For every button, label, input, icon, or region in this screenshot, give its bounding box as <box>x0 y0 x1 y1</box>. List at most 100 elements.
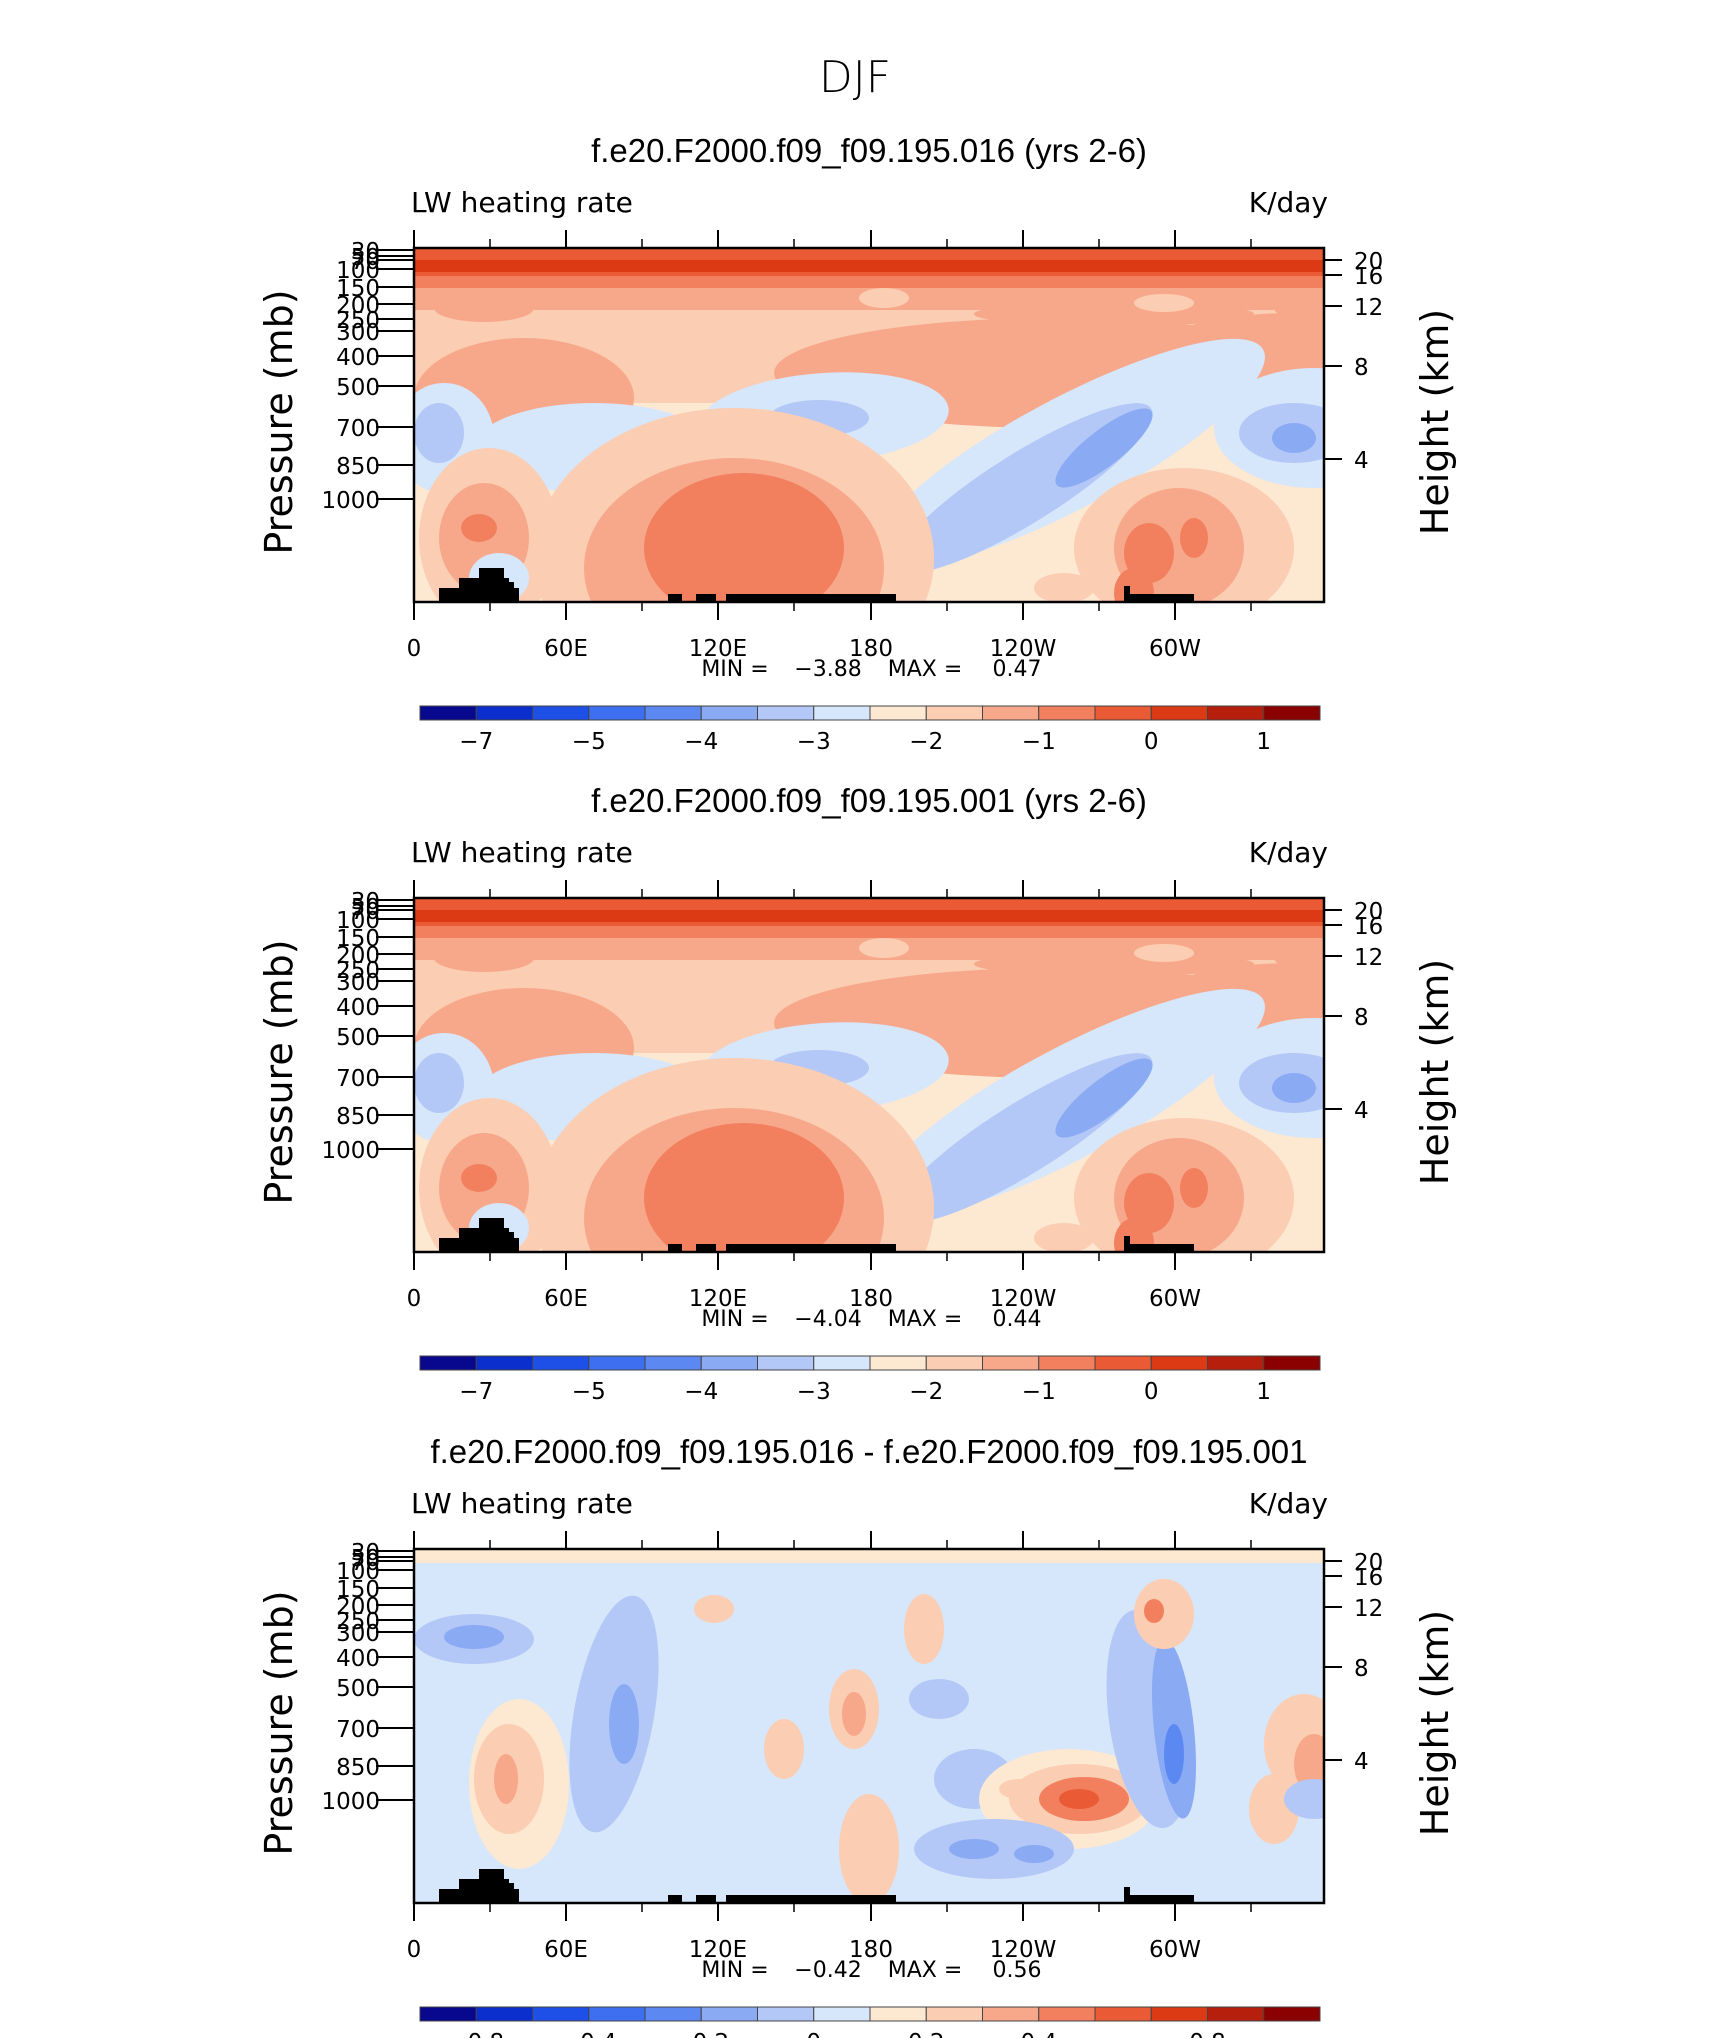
y-tick-label: 250 <box>336 308 380 334</box>
colorbar-swatch <box>700 2006 758 2022</box>
y-tick-label: 400 <box>336 1646 380 1672</box>
colorbar-label: 1 <box>1256 1379 1271 1405</box>
x-tick-label: 180 <box>849 636 893 662</box>
panel-title: f.e20.F2000.f09_f09.195.016 (yrs 2-6) <box>591 132 1147 169</box>
colorbar-swatch <box>982 1355 1040 1371</box>
colorbar-swatch <box>869 705 927 721</box>
colorbar-swatch <box>813 1355 871 1371</box>
x-axis: 0 60E 120E 180 120W 60W <box>407 230 1252 662</box>
colorbar-swatch <box>644 1355 702 1371</box>
height-tick-label: 12 <box>1354 295 1383 321</box>
terrain <box>439 1218 1194 1252</box>
y-tick-label: 100 <box>336 1559 380 1585</box>
colorbar-swatch <box>1094 705 1152 721</box>
x-tick-label: 120W <box>990 1286 1057 1312</box>
plot-frame <box>412 246 1326 604</box>
y-tick-label: 200 <box>336 943 380 969</box>
y-tick-label: 100 <box>336 258 380 284</box>
y-tick-label: 250 <box>336 958 380 984</box>
y-axis-right-label: Height (km) <box>1413 309 1457 535</box>
colorbar-swatch <box>925 1355 983 1371</box>
colorbar-label: 0.2 <box>908 2030 945 2038</box>
colorbar-swatch <box>1263 1355 1321 1371</box>
y-tick-label: 300 <box>336 1621 380 1647</box>
colorbar-label: −3 <box>797 729 831 755</box>
y-tick-label: 1000 <box>321 1138 380 1164</box>
min-value: −3.88 <box>794 657 861 682</box>
y-tick-label: 100 <box>336 908 380 934</box>
y-tick-label: 50 <box>351 245 380 271</box>
colorbar-swatch <box>588 1355 646 1371</box>
units-label: K/day <box>1249 836 1328 869</box>
x-tick-label: 180 <box>849 1937 893 1963</box>
colorbar-swatch <box>1263 2006 1321 2022</box>
colorbar-label: 1 <box>1256 729 1271 755</box>
y-tick-label: 700 <box>336 1066 380 1092</box>
colorbar-label: −5 <box>572 729 606 755</box>
colorbar-swatch <box>925 2006 983 2022</box>
colorbar-swatch <box>1150 705 1208 721</box>
colorbar-label: −4 <box>684 729 718 755</box>
colorbar-swatch <box>757 1355 815 1371</box>
x-tick-label: 120E <box>689 636 747 662</box>
variable-label: LW heating rate <box>411 836 633 869</box>
y-axis-label: Pressure (mb) <box>257 1590 301 1855</box>
y-tick-label: 30 <box>351 889 380 915</box>
height-tick-label: 20 <box>1354 1550 1383 1576</box>
height-tick-label: 4 <box>1354 1749 1369 1775</box>
y-tick-label: 150 <box>336 1577 380 1603</box>
max-label: MAX = <box>888 1307 963 1332</box>
x-tick-label: 60W <box>1149 636 1201 662</box>
colorbar-label: −5 <box>572 1379 606 1405</box>
height-tick-label: 4 <box>1354 448 1369 474</box>
colorbar-swatch <box>757 705 815 721</box>
y-tick-label: 700 <box>336 1717 380 1743</box>
y-tick-label: 500 <box>336 375 380 401</box>
height-tick-label: 8 <box>1354 1656 1369 1682</box>
y-tick-label: 1000 <box>321 488 380 514</box>
x-tick-label: 60W <box>1149 1286 1201 1312</box>
colorbar-swatch <box>757 2006 815 2022</box>
colorbar-label: 0.8 <box>1189 2030 1226 2038</box>
contour-field <box>414 1549 1324 1903</box>
height-tick-label: 4 <box>1354 1098 1369 1124</box>
contour-field <box>414 898 1324 1252</box>
max-label: MAX = <box>888 657 963 682</box>
variable-label: LW heating rate <box>411 1487 633 1520</box>
y-axis-right-label: Height (km) <box>1413 959 1457 1185</box>
panel-2: f.e20.F2000.f09_f09.195.001 (yrs 2-6) LW … <box>257 782 1457 1405</box>
y-tick-label: 30 <box>351 1540 380 1566</box>
colorbar-swatch <box>813 2006 871 2022</box>
colorbar-label: −4 <box>684 1379 718 1405</box>
height-tick-label: 16 <box>1354 914 1383 940</box>
y-tick-label: 200 <box>336 293 380 319</box>
x-tick-label: 180 <box>849 1286 893 1312</box>
x-tick-label: 0 <box>407 1286 422 1312</box>
y-tick-label: 400 <box>336 345 380 371</box>
colorbar-swatch <box>1094 1355 1152 1371</box>
colorbar-label: −7 <box>459 729 493 755</box>
y-tick-label: 200 <box>336 1594 380 1620</box>
figure-title: DJF <box>819 52 891 103</box>
x-tick-label: 0 <box>407 636 422 662</box>
contour-field <box>414 248 1324 602</box>
plot-frame <box>412 896 1326 1254</box>
colorbar-label: −0.4 <box>561 2030 617 2038</box>
y-tick-label: 850 <box>336 1104 380 1130</box>
colorbar-swatch <box>588 2006 646 2022</box>
colorbar-swatch <box>813 705 871 721</box>
height-tick-label: 16 <box>1354 264 1383 290</box>
plot-frame <box>412 1547 1326 1905</box>
height-tick-label: 8 <box>1354 355 1369 381</box>
colorbar: −0.8 −0.4 −0.2 0 0.2 0.4 0.8 <box>419 2006 1321 2038</box>
y-axis-right-label: Height (km) <box>1413 1610 1457 1836</box>
colorbar-swatch <box>1150 2006 1208 2022</box>
x-tick-label: 0 <box>407 1937 422 1963</box>
colorbar-swatch <box>532 2006 590 2022</box>
colorbar-swatch <box>1038 2006 1096 2022</box>
height-tick-label: 20 <box>1354 249 1383 275</box>
y-axis-label: Pressure (mb) <box>257 939 301 1204</box>
